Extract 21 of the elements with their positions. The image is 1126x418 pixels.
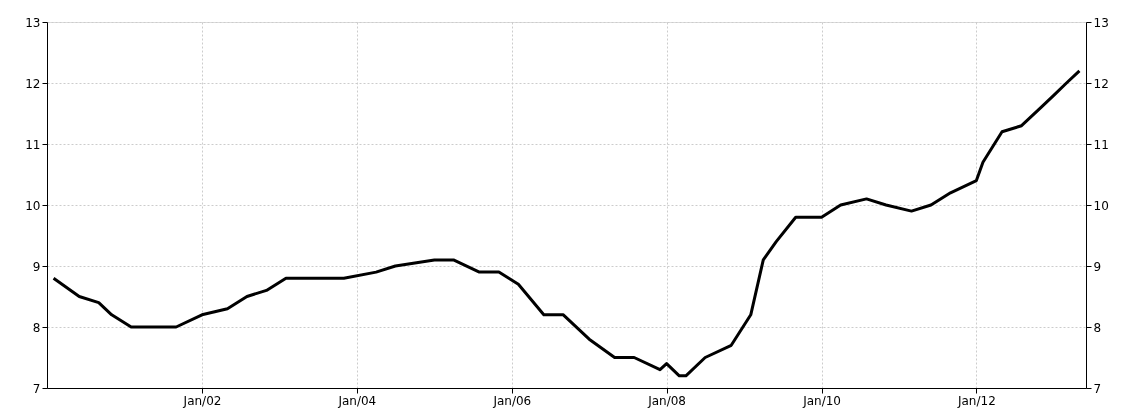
y2-tick-label: 7 [1093, 381, 1102, 396]
y-tick-label: 8 [32, 320, 41, 335]
y-tick-label: 11 [25, 137, 41, 152]
x-tick-label: Jan/12 [956, 393, 996, 408]
y2-tick-label: 12 [1093, 76, 1109, 91]
y-tick-label: 9 [32, 259, 41, 274]
y-tick-label: 10 [25, 198, 41, 213]
y2-tick-label: 8 [1093, 320, 1102, 335]
y-tick-label: 13 [25, 15, 41, 30]
x-tick-label: Jan/08 [647, 393, 686, 408]
y2-tick-label: 9 [1093, 259, 1102, 274]
y2-tick-label: 10 [1093, 198, 1109, 213]
y2-tick-label: 11 [1093, 137, 1109, 152]
y-tick-label: 7 [32, 381, 41, 396]
line-series [52, 69, 1081, 378]
x-tick-label: Jan/04 [337, 393, 377, 408]
x-tick-label: Jan/06 [492, 393, 532, 408]
x-tick-label: Jan/10 [802, 393, 841, 408]
x-tick-label: Jan/02 [182, 393, 222, 408]
y2-tick-label: 13 [1093, 15, 1109, 30]
y-tick-label: 12 [25, 76, 41, 91]
